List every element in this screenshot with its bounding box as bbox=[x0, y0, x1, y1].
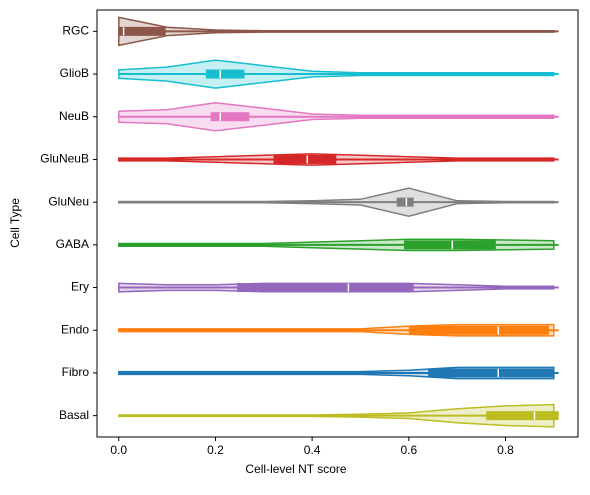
x-tick-label: 0.8 bbox=[497, 443, 514, 457]
box bbox=[408, 325, 549, 335]
y-tick-label: NeuB bbox=[59, 109, 89, 123]
y-tick-label: GluNeuB bbox=[40, 152, 89, 166]
y-tick-label: GluNeu bbox=[48, 194, 89, 208]
box bbox=[210, 112, 250, 122]
y-tick-label: Endo bbox=[61, 322, 89, 336]
box bbox=[486, 411, 559, 421]
y-axis-label: Cell Type bbox=[8, 198, 22, 248]
box bbox=[237, 283, 414, 293]
y-tick-label: RGC bbox=[62, 24, 89, 38]
box bbox=[396, 197, 414, 207]
box bbox=[205, 69, 245, 79]
box bbox=[428, 368, 554, 378]
x-tick-label: 0.6 bbox=[400, 443, 417, 457]
y-tick-label: GABA bbox=[56, 237, 89, 251]
y-tick-label: Ery bbox=[71, 280, 89, 294]
y-tick-label: Fibro bbox=[62, 365, 90, 379]
box bbox=[273, 154, 337, 164]
x-tick-label: 0.4 bbox=[304, 443, 321, 457]
y-tick-label: Basal bbox=[59, 408, 89, 422]
box bbox=[403, 240, 496, 250]
x-axis-label: Cell-level NT score bbox=[245, 462, 346, 476]
x-tick-label: 0.0 bbox=[110, 443, 127, 457]
x-tick-label: 0.2 bbox=[207, 443, 224, 457]
y-tick-label: GlioB bbox=[60, 66, 89, 80]
plot-frame bbox=[96, 9, 579, 438]
box bbox=[118, 26, 166, 36]
